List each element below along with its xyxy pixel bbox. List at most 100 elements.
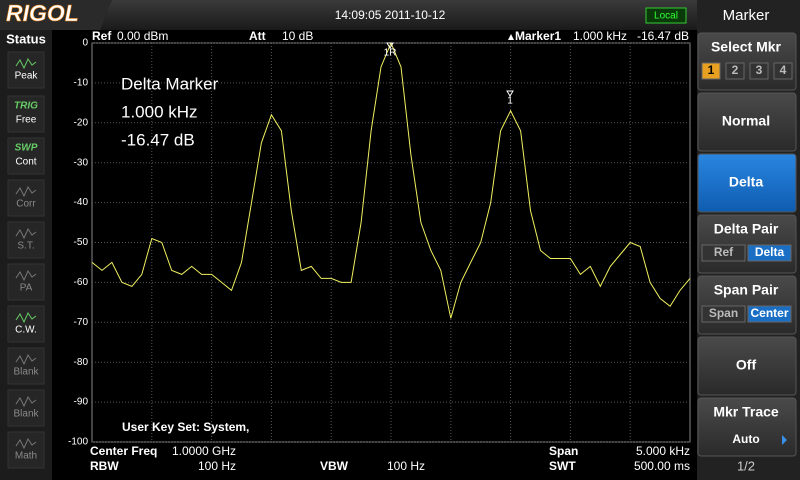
status-icon-box [7,305,45,343]
menu-button-label: Normal [722,113,770,129]
y-tick-label: -90 [74,397,89,408]
y-tick-label: -20 [74,117,89,128]
y-tick-label: -100 [68,437,88,448]
option-label: 4 [780,63,787,77]
status-tag: SWP [15,143,38,154]
menu-page: 1/2 [737,458,755,473]
status-icon [15,57,37,70]
option-label: Span [709,306,738,320]
menu-button-label: Off [736,357,757,373]
status-label: Free [16,115,37,126]
menu-title: Marker [723,7,770,24]
option-box[interactable] [747,244,792,262]
status-label: Peak [15,71,39,82]
info-marker-level: -16.47 dB [637,29,689,43]
status-icon-box [7,221,45,259]
datetime: 14:09:05 2011-10-12 [335,8,446,22]
y-tick-label: -10 [74,78,89,89]
marker-icon [508,34,514,40]
logo: RIGOL [6,0,79,26]
y-tick-label: -50 [74,237,89,248]
status-label: PA [20,283,33,294]
option-box[interactable] [701,305,746,323]
y-tick-label: -40 [74,197,89,208]
info-swt-value: 500.00 ms [634,459,690,473]
info-marker-freq: 1.000 kHz [573,29,627,43]
info-rbw-label: RBW [90,459,119,473]
option-box[interactable] [725,62,745,80]
info-vbw-value: 100 Hz [387,459,425,473]
info-span-label: Span [549,444,578,458]
y-tick-label: -80 [74,357,89,368]
status-label: Blank [13,409,39,420]
status-label: C.W. [15,325,37,336]
info-rbw-value: 100 Hz [198,459,236,473]
option-box[interactable] [747,305,792,323]
mode: Local [654,11,678,22]
status-icon-box [7,431,45,469]
menu-button[interactable] [697,336,797,396]
menu-button-label: Span Pair [714,282,779,298]
status-icon-box [7,347,45,385]
menu-button-label: Select Mkr [711,39,782,55]
status-icon [15,437,37,450]
status-icon-box [7,137,45,175]
option-box[interactable] [701,244,746,262]
option-label: 2 [732,63,739,77]
status-icon-box [7,179,45,217]
y-tick-label: -70 [74,317,89,328]
option-box[interactable] [701,62,721,80]
info-ref-value: 0.00 dBm [117,29,168,43]
marker-label: 1R [384,48,397,59]
option-box[interactable] [773,62,793,80]
info-ref-label: Ref [92,29,112,43]
marker-point [386,42,394,49]
marker-label: 1 [507,96,513,107]
status-icon [15,395,37,408]
menu-arrow [782,435,787,445]
status-title: Status [6,31,46,46]
option-label: Delta [755,245,785,259]
logo-bg [0,0,112,30]
footnote: User Key Set: System, [122,420,249,434]
y-tick-label: 0 [82,38,88,49]
status-label: S.T. [17,241,34,252]
y-tick-label: -60 [74,277,89,288]
status-icon [15,227,37,240]
menu-button[interactable] [697,32,797,91]
option-box[interactable] [749,62,769,80]
status-label: Cont [15,157,36,168]
info-att-value: 10 dB [282,29,313,43]
menu-sub: Auto [732,432,759,446]
menu-button[interactable] [697,92,797,152]
option-label: 3 [756,63,763,77]
info-center-label: Center Freq [90,444,157,458]
status-icon [15,353,37,366]
status-icon [15,311,37,324]
info-span-value: 5.000 kHz [636,444,690,458]
status-icon [15,269,37,282]
menu-button-label: Mkr Trace [713,404,779,420]
status-label: Corr [16,199,36,210]
menu-button-label: Delta Pair [714,221,779,237]
marker-point [506,90,514,97]
status-label: Blank [13,367,39,378]
info-att-label: Att [249,29,266,43]
status-tag: TRIG [14,101,38,112]
option-label: 1 [708,63,715,77]
option-label: Center [750,306,788,320]
y-tick-label: -30 [74,157,89,168]
status-icon-box [7,263,45,301]
status-label: Math [15,451,37,462]
status-icon-box [7,389,45,427]
menu-button[interactable] [697,153,797,213]
menu-button[interactable] [697,397,797,457]
menu-button-label: Delta [729,174,763,190]
annotation: Delta Marker [121,74,219,93]
status-icon-box [7,51,45,89]
info-marker-label: Marker1 [515,29,561,43]
option-label: Ref [714,245,734,259]
info-center-value: 1.0000 GHz [172,444,236,458]
mode-badge [645,7,687,24]
